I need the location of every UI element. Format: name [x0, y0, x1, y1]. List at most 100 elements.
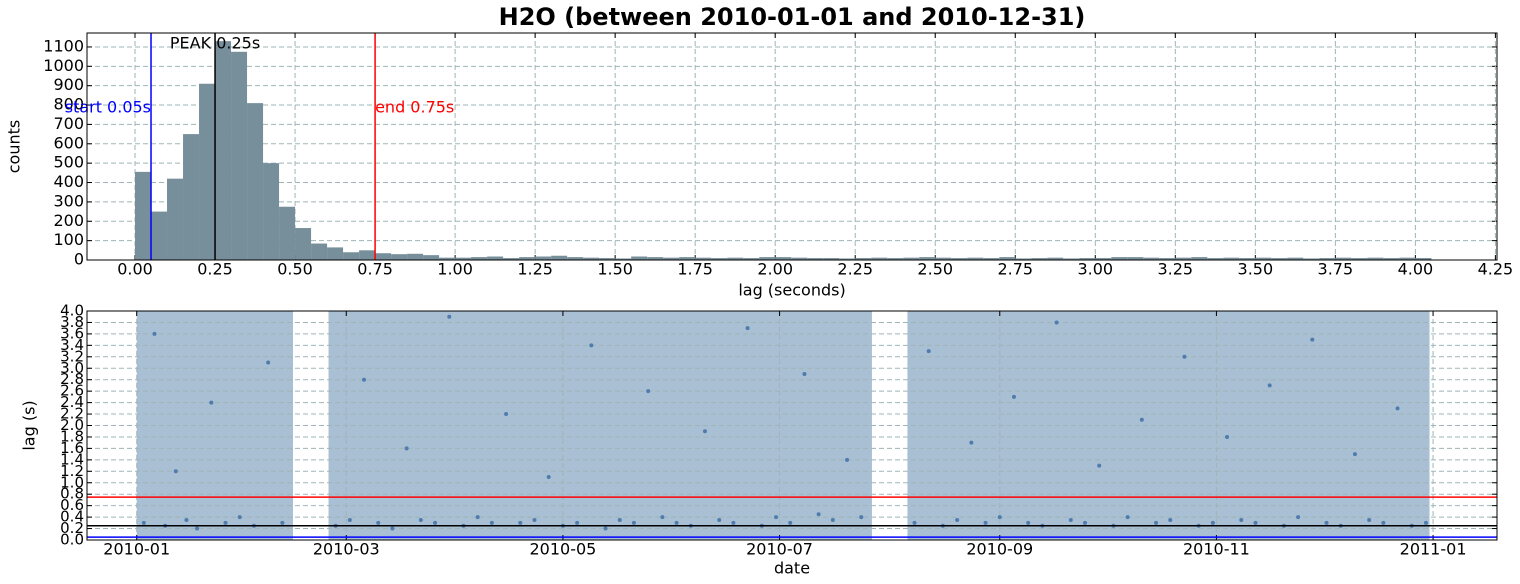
x-tick-label: 4.25 [1478, 260, 1514, 279]
scatter-point [362, 377, 367, 382]
scatter-point [1011, 394, 1016, 399]
x-tick-label: 2010-05 [529, 540, 596, 559]
x-tick-label: 2.25 [837, 260, 873, 279]
histogram-bar [1399, 257, 1416, 260]
histogram-bar [1351, 258, 1368, 260]
scatter-point [1154, 520, 1159, 525]
histogram-bar [311, 243, 328, 260]
histogram-bar [823, 258, 840, 260]
histogram-bar [1335, 257, 1352, 260]
histogram-bar [1271, 258, 1288, 260]
scatter-point [702, 429, 707, 434]
scatter-point [237, 515, 242, 520]
histogram-bar [663, 257, 680, 260]
histogram-bar [695, 257, 712, 260]
scatter-point [1125, 515, 1130, 520]
scatter-point [955, 517, 960, 522]
histogram-bar [935, 257, 952, 260]
histogram-bar [1159, 258, 1176, 260]
y-tick-label: 2.2 [60, 405, 84, 423]
histogram-bar [1287, 257, 1304, 260]
scatter-point [745, 326, 750, 331]
scatter-point [1324, 520, 1329, 525]
histogram-bar [903, 257, 920, 260]
histogram-bar [791, 257, 808, 260]
histogram-bar [1127, 257, 1144, 260]
histogram-bar [439, 257, 456, 260]
scatter-point [1210, 520, 1215, 525]
histogram-bar [647, 257, 664, 260]
histogram-bar [519, 257, 536, 260]
histogram-bar [599, 258, 616, 260]
histogram-bar [887, 258, 904, 260]
scatter-point [1310, 337, 1315, 342]
scatter-point [816, 512, 821, 517]
scatter-point [660, 515, 665, 520]
x-tick-label: 0.00 [117, 260, 153, 279]
y-tick-label: 3.4 [60, 336, 84, 354]
scatter-point [1239, 517, 1244, 522]
y-tick-label: 0.0 [60, 531, 84, 549]
y-tick-label: 400 [53, 172, 84, 191]
y-tick-label: 0.6 [60, 496, 84, 514]
scatter-point [1267, 383, 1272, 388]
histogram-bar [807, 258, 824, 260]
scatter-point [802, 371, 807, 376]
histogram-bar [215, 41, 232, 260]
histogram-bar [183, 134, 200, 260]
y-tick-label: 500 [53, 153, 84, 172]
scatter-point [1182, 354, 1187, 359]
histogram-bar [167, 178, 184, 260]
histogram-bar [871, 257, 888, 260]
y-tick-label: 3.8 [60, 313, 84, 331]
scatter-point [1097, 463, 1102, 468]
histogram-bar [1207, 258, 1224, 260]
x-axis-label: lag (seconds) [738, 281, 845, 300]
x-tick-label: 2010-03 [313, 540, 380, 559]
scatter-point [1068, 517, 1073, 522]
marker-label: PEAK 0.25s [170, 34, 260, 53]
scatter-point [1168, 517, 1173, 522]
scatter-point [1395, 406, 1400, 411]
x-tick-label: 0.75 [357, 260, 393, 279]
scatter-point [390, 526, 395, 531]
histogram-bar [727, 257, 744, 260]
scatter-point [575, 520, 580, 525]
scatter-point [788, 520, 793, 525]
histogram-bar [263, 163, 280, 260]
scatter-point [1225, 434, 1230, 439]
scatter-point [418, 517, 423, 522]
scatter-point [184, 517, 189, 522]
y-tick-label: 3.2 [60, 347, 84, 365]
histogram-bar [567, 257, 584, 260]
x-tick-label: 2011-01 [1400, 540, 1467, 559]
y-tick-label: 0.2 [60, 519, 84, 537]
scatter-point [926, 349, 931, 354]
y-tick-label: 800 [53, 95, 84, 114]
x-tick-label: 4.00 [1398, 260, 1434, 279]
scatter-point [546, 475, 551, 480]
scatter-point [983, 520, 988, 525]
scatter-point [1367, 517, 1372, 522]
x-tick-label: 3.75 [1318, 260, 1354, 279]
x-tick-label: 3.00 [1077, 260, 1113, 279]
histogram-bar [839, 258, 856, 260]
histogram-bar [551, 255, 568, 260]
plot-frame [86, 310, 1498, 541]
y-tick-label: 1.6 [60, 439, 84, 457]
histogram-bar [343, 252, 360, 260]
scatter-point [141, 520, 146, 525]
histogram-bar [631, 256, 648, 260]
histogram-bar [199, 83, 216, 261]
scatter-point [223, 520, 228, 525]
scatter-point [774, 515, 779, 520]
scatter-point [912, 520, 917, 525]
scatter-point [1352, 452, 1357, 457]
scatter-point [1253, 520, 1258, 525]
histogram-bar [135, 171, 152, 260]
scatter-point [404, 446, 409, 451]
histogram-bar [407, 253, 424, 260]
marker-label: end 0.75s [375, 98, 454, 117]
x-tick-label: 2010-01 [103, 540, 170, 559]
x-tick-label: 1.75 [677, 260, 713, 279]
